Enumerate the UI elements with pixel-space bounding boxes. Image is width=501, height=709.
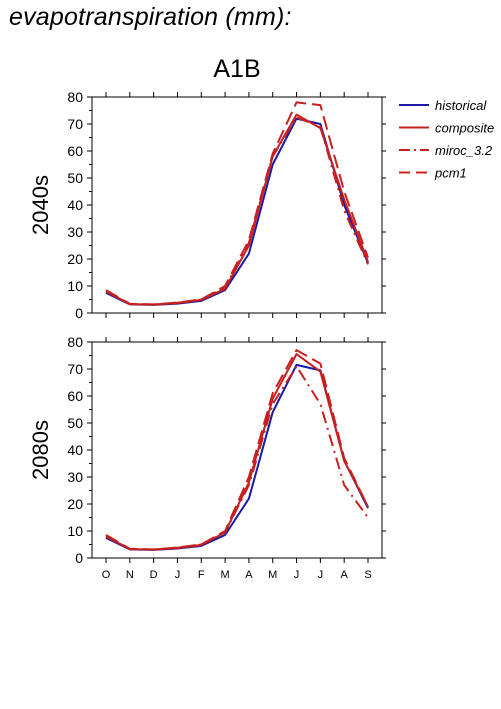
x-tick-label: F: [198, 569, 205, 581]
x-tick-label: A: [245, 569, 253, 581]
x-tick-label: D: [150, 569, 158, 581]
x-tick-label: N: [126, 569, 134, 581]
plot-frame: [91, 96, 383, 314]
series-line-composite: [105, 353, 369, 551]
y-tick-label: 70: [67, 116, 83, 132]
series-line-pcm1: [105, 101, 369, 306]
series-line-historical: [105, 363, 369, 551]
x-tick-label: M: [221, 569, 230, 581]
chart-panel-1: 0 10 20 30 40 50 60 70 80 2040s: [28, 89, 386, 321]
y-tick-label: 80: [67, 89, 83, 105]
x-tick-label: A: [341, 569, 349, 581]
legend-label: pcm1: [434, 166, 467, 181]
legend: historical composite miroc_3.2 pcm1: [399, 98, 494, 181]
x-tick-label: J: [175, 569, 181, 581]
series-line-pcm1: [105, 349, 369, 551]
series-line-composite: [105, 113, 369, 306]
series-line-miroc-3-2: [105, 365, 369, 551]
y-tick-label: 0: [75, 550, 83, 566]
plot-frame: [91, 341, 383, 559]
legend-label: composite: [435, 121, 494, 136]
series-line-historical: [105, 117, 369, 306]
y-tick-label: 10: [67, 278, 83, 294]
scenario-title: A1B: [213, 55, 261, 83]
y-tick-label: 0: [75, 305, 83, 321]
y-tick-label: 40: [67, 442, 83, 458]
y-tick-label: 70: [67, 361, 83, 377]
y-tick-label: 40: [67, 197, 83, 213]
x-tick-label: J: [318, 569, 324, 581]
x-tick-label: S: [364, 569, 371, 581]
y-tick-label: 80: [67, 334, 83, 350]
y-tick-label: 60: [67, 143, 83, 159]
y-tick-label: 30: [67, 224, 83, 240]
legend-label: historical: [435, 98, 487, 113]
x-tick-label: J: [294, 569, 300, 581]
y-tick-label: 20: [67, 251, 83, 267]
page-title: evapotranspiration (mm):: [9, 3, 292, 31]
x-tick-label: M: [268, 569, 277, 581]
series-line-miroc-3-2: [105, 116, 369, 306]
y-tick-label: 50: [67, 415, 83, 431]
y-tick-label: 50: [67, 170, 83, 186]
x-tick-label: O: [102, 569, 111, 581]
y-tick-label: 30: [67, 469, 83, 485]
y-axis-label: 2080s: [28, 420, 53, 480]
legend-label: miroc_3.2: [435, 143, 493, 158]
y-tick-label: 10: [67, 523, 83, 539]
chart-panel-2: 0 10 20 30 40 50 60 70 80 O N D J F M A M J J A S 2080s: [28, 334, 386, 581]
y-tick-label: 60: [67, 388, 83, 404]
y-axis-label: 2040s: [28, 175, 53, 235]
y-tick-label: 20: [67, 496, 83, 512]
